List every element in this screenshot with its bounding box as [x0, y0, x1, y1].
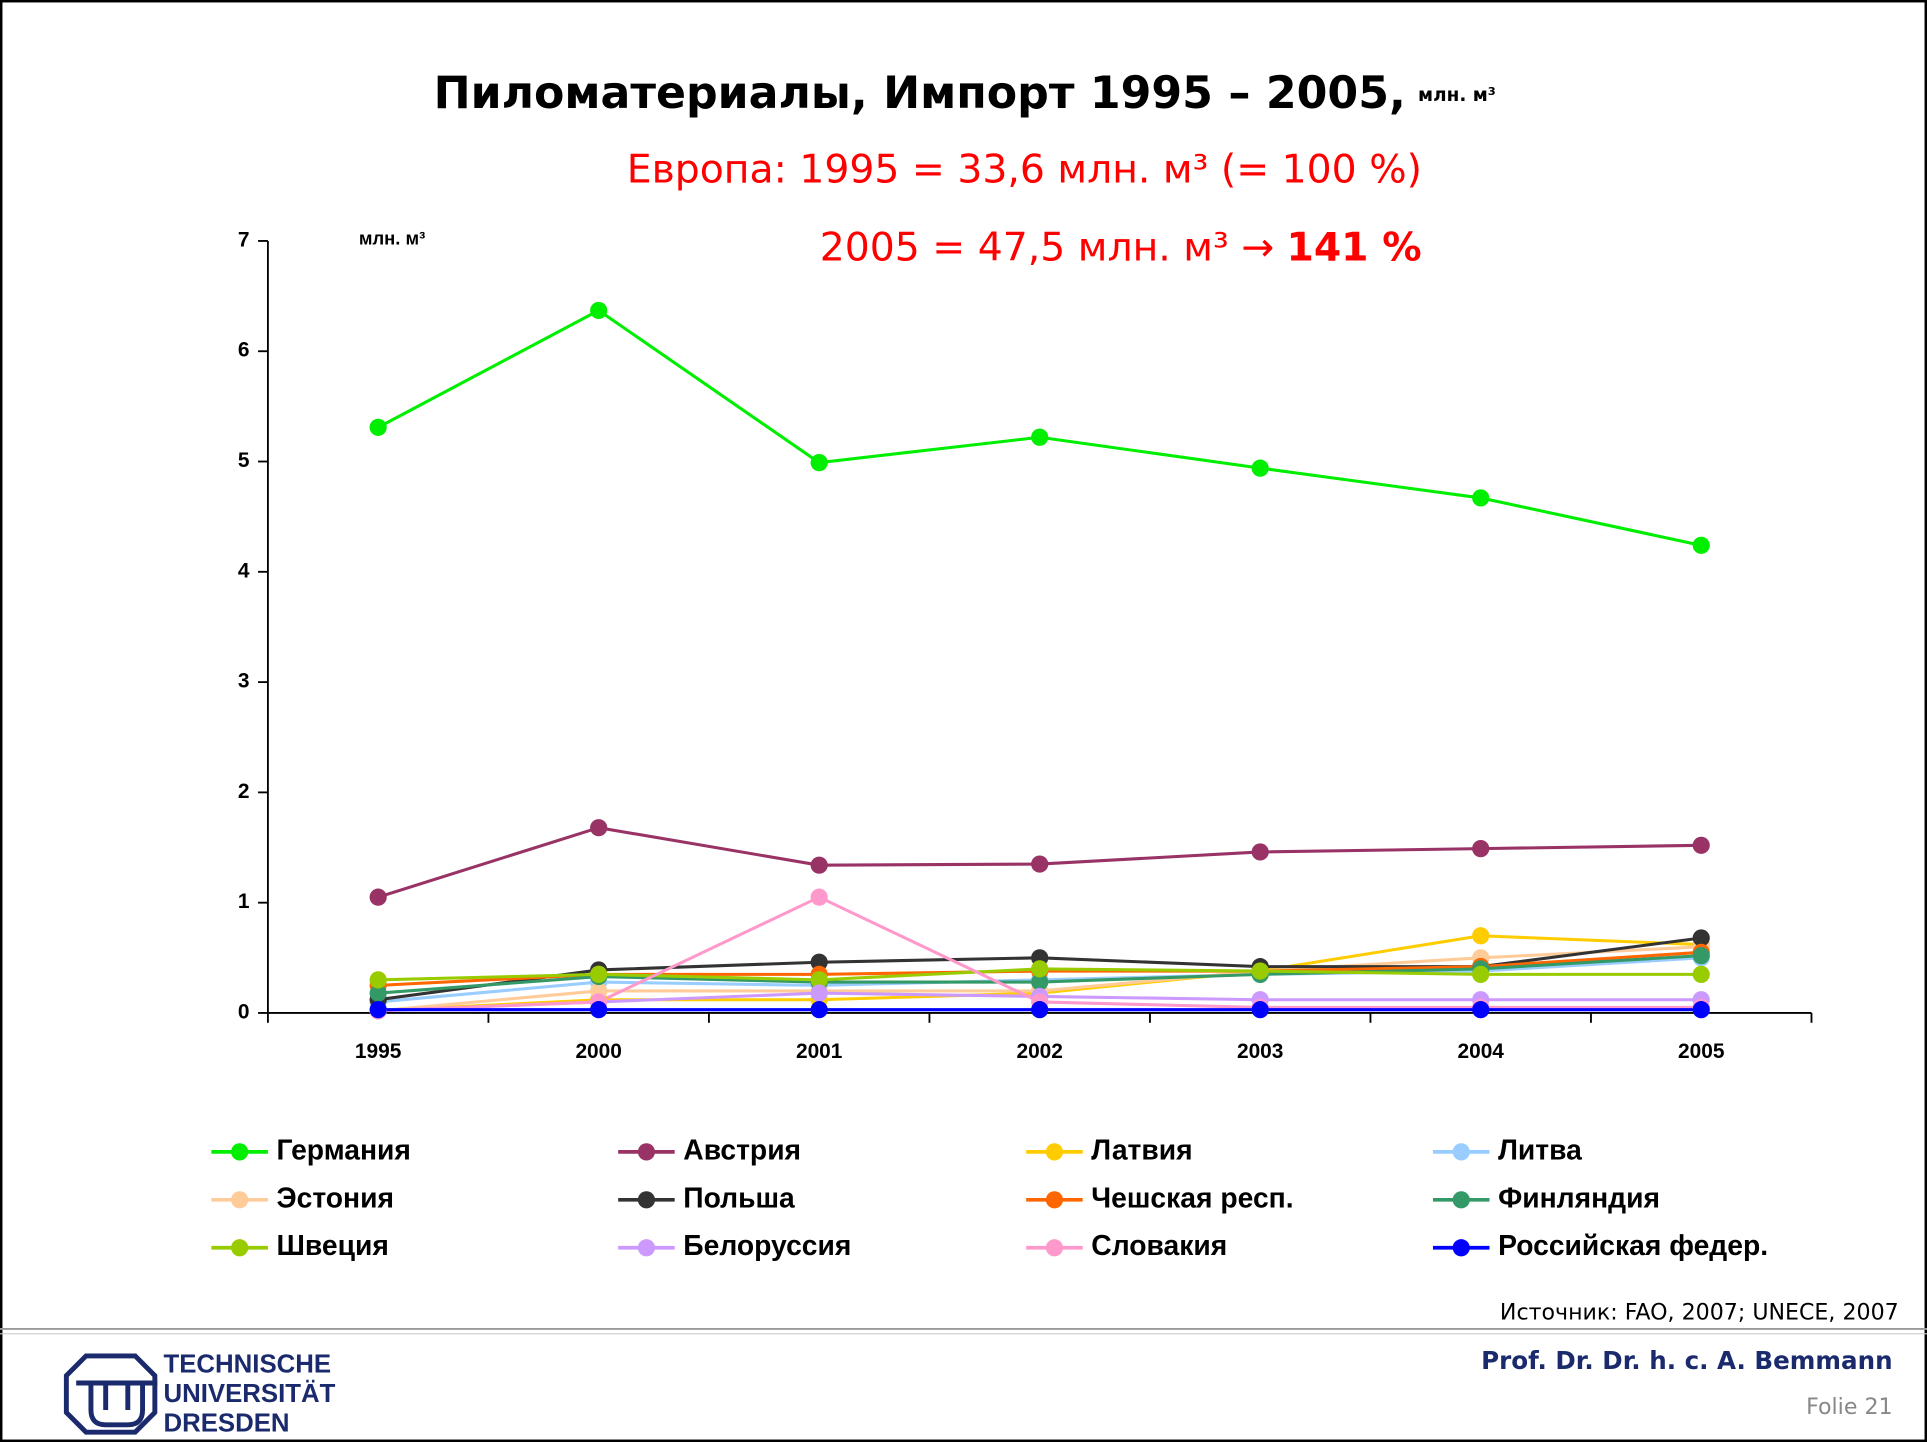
logo-text: UNIVERSITÄT	[163, 1380, 335, 1408]
chart-title: Пиломатериалы, Импорт 1995 – 2005,	[434, 68, 1406, 119]
marker	[369, 418, 387, 436]
marker	[1031, 428, 1049, 446]
y-axis-label: млн. м³	[359, 228, 425, 249]
marker	[1031, 855, 1049, 873]
marker	[1251, 1001, 1269, 1019]
logo-text: TECHNISCHE	[163, 1351, 331, 1379]
marker	[1692, 929, 1710, 947]
legend-label: Австрия	[683, 1133, 801, 1165]
legend-marker	[1045, 1191, 1064, 1209]
legend-label: Эстония	[277, 1181, 394, 1213]
legend-marker	[637, 1191, 656, 1209]
marker	[590, 1001, 608, 1019]
x-tick-label: 2000	[575, 1040, 621, 1063]
title-group: Пиломатериалы, Импорт 1995 – 2005, млн. м…	[434, 68, 1496, 119]
marker	[1692, 836, 1710, 854]
marker	[810, 971, 828, 989]
y-tick-label: 3	[238, 670, 250, 693]
x-tick-label: 2005	[1678, 1040, 1725, 1063]
legend-label: Чешская респ.	[1091, 1181, 1293, 1213]
legend-label: Финляндия	[1498, 1181, 1660, 1213]
annotation-emphasis: 141 %	[1286, 224, 1421, 270]
legend-label: Польша	[683, 1181, 795, 1213]
slide-number: Folie 21	[1806, 1394, 1893, 1420]
marker	[590, 301, 608, 320]
marker	[810, 454, 828, 472]
y-tick-label: 7	[238, 228, 250, 251]
marker	[810, 953, 828, 971]
marker	[1692, 947, 1710, 965]
marker	[1472, 1001, 1490, 1019]
y-tick-label: 4	[238, 559, 250, 582]
legend-label: Словакия	[1091, 1229, 1227, 1261]
x-tick-label: 1995	[355, 1040, 402, 1063]
legend-marker	[1045, 1239, 1064, 1257]
marker	[810, 888, 828, 906]
marker	[1472, 489, 1490, 507]
legend-marker	[231, 1143, 249, 1161]
marker	[369, 971, 387, 989]
marker	[810, 856, 828, 874]
marker	[1472, 965, 1490, 983]
marker	[1472, 927, 1490, 945]
marker	[1472, 840, 1490, 858]
y-tick-label: 5	[238, 449, 250, 472]
marker	[369, 888, 387, 906]
legend-label: Германия	[277, 1133, 411, 1165]
legend-marker	[1452, 1239, 1470, 1257]
legend-marker	[1045, 1143, 1064, 1161]
logo-text: DRESDEN	[163, 1410, 289, 1438]
legend-marker	[231, 1239, 249, 1257]
marker	[1031, 960, 1049, 978]
marker	[810, 1001, 828, 1019]
marker	[590, 819, 608, 837]
annotation: Европа: 1995 = 33,6 млн. м³ (= 100 %)	[627, 147, 1422, 193]
marker	[1031, 1001, 1049, 1019]
legend-label: Швеция	[277, 1229, 389, 1261]
marker	[1251, 843, 1269, 861]
legend-label: Литва	[1498, 1133, 1582, 1165]
y-tick-label: 0	[238, 1000, 250, 1023]
y-tick-label: 2	[238, 780, 250, 803]
marker	[1692, 965, 1710, 983]
marker	[590, 965, 608, 983]
marker	[1031, 973, 1049, 991]
legend-label: Белоруссия	[683, 1229, 851, 1261]
annotation-text: 2005 = 47,5 млн. м³ →	[820, 224, 1274, 270]
x-tick-label: 2004	[1457, 1040, 1504, 1063]
marker	[810, 984, 828, 1002]
marker	[1692, 536, 1710, 554]
legend-marker	[637, 1239, 656, 1257]
legend-label: Российская федер.	[1498, 1229, 1768, 1261]
x-tick-label: 2001	[796, 1040, 843, 1063]
x-tick-label: 2003	[1237, 1040, 1283, 1063]
legend-marker	[1452, 1143, 1470, 1161]
marker	[1692, 1001, 1710, 1019]
title-unit: млн. м³	[1418, 85, 1496, 106]
source: Источник: FAO, 2007; UNECE, 2007	[1500, 1299, 1899, 1325]
marker	[369, 1001, 387, 1019]
legend-label: Латвия	[1091, 1133, 1192, 1165]
logo: TECHNISCHE UNIVERSITÄT DRESDEN	[63, 1351, 336, 1438]
marker	[369, 984, 387, 1002]
marker	[1251, 962, 1269, 980]
x-tick-label: 2002	[1016, 1040, 1062, 1063]
annotation: 2005 = 47,5 млн. м³ → 141 %	[820, 224, 1422, 270]
marker	[1251, 459, 1269, 477]
legend-marker	[231, 1191, 249, 1209]
legend-marker	[637, 1143, 656, 1161]
legend-marker	[1452, 1191, 1470, 1209]
author: Prof. Dr. Dr. h. c. A. Bemmann	[1481, 1346, 1892, 1375]
y-tick-label: 1	[238, 890, 250, 913]
y-tick-label: 6	[238, 339, 250, 362]
